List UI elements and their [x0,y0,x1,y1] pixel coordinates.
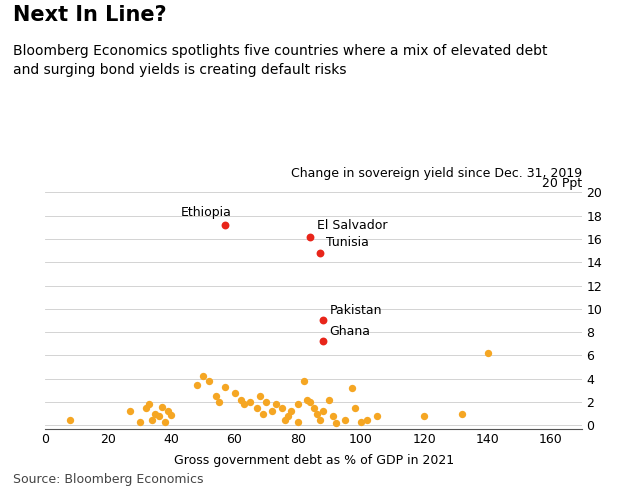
Point [483,349,493,357]
Point [340,416,350,423]
Point [157,403,167,411]
Point [214,398,224,406]
Point [229,389,239,397]
Point [236,396,246,404]
Point [245,398,255,406]
Point [457,410,467,418]
Text: Source: Bloomberg Economics: Source: Bloomberg Economics [13,473,204,486]
Point [328,412,338,420]
Text: Change in sovereign yield since Dec. 31, 2019: Change in sovereign yield since Dec. 31,… [291,167,582,180]
Point [318,408,328,416]
Point [349,404,360,412]
Point [150,410,161,418]
Point [362,416,372,423]
Text: Bloomberg Economics spotlights five countries where a mix of elevated debt
and s: Bloomberg Economics spotlights five coun… [13,44,547,77]
Point [141,404,151,412]
Point [305,398,316,406]
Point [261,398,271,406]
Text: Next In Line?: Next In Line? [13,5,166,25]
Point [204,377,214,385]
Point [134,418,145,426]
Point [252,404,262,412]
Point [211,392,221,400]
Point [258,410,268,418]
Point [144,400,154,408]
Point [356,418,366,426]
Point [292,418,303,426]
Point [299,377,309,385]
Point [154,412,164,420]
Text: Pakistan: Pakistan [330,304,382,317]
Point [166,411,177,419]
Point [286,408,296,416]
Point [163,408,173,416]
Point [324,396,335,404]
Text: Ethiopia: Ethiopia [180,206,232,219]
Point [277,404,287,412]
Point [372,412,382,420]
Text: El Salvador: El Salvador [317,219,387,232]
Point [239,400,249,408]
Point [308,404,319,412]
Point [271,400,281,408]
Point [65,416,76,423]
Point [305,233,316,241]
Point [160,418,170,426]
Text: Tunisia: Tunisia [326,236,369,249]
Point [255,392,265,400]
Point [318,317,328,324]
Point [312,410,322,418]
Point [198,373,208,381]
Text: Ghana: Ghana [330,325,371,338]
Point [191,381,202,388]
Point [125,408,135,416]
Point [268,408,278,416]
Point [283,412,293,420]
Text: 20 Ppt: 20 Ppt [542,177,582,190]
Point [331,419,341,427]
Point [220,221,230,229]
Point [346,384,356,392]
Point [280,416,291,423]
Point [147,416,157,423]
Point [315,249,325,257]
Point [302,396,312,404]
Point [220,383,230,391]
Point [315,416,325,423]
Point [318,338,328,346]
X-axis label: Gross government debt as % of GDP in 2021: Gross government debt as % of GDP in 202… [173,455,454,467]
Point [419,412,429,420]
Point [292,400,303,408]
